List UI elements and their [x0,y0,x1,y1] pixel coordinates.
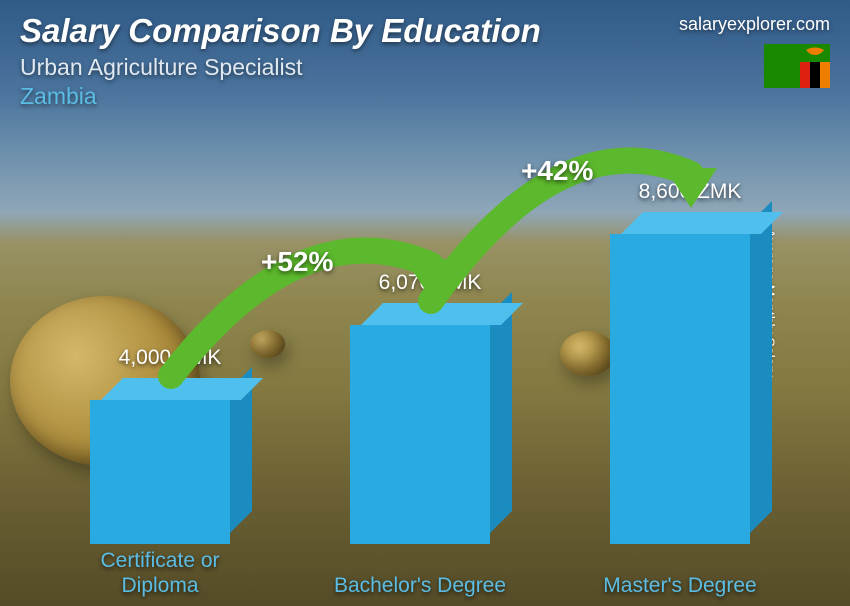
country-flag-icon [764,44,830,88]
increase-arc [0,140,850,606]
chart-country: Zambia [20,83,830,110]
increase-pct-label: +42% [521,155,593,187]
brand-label: salaryexplorer.com [679,14,830,35]
bar-chart: 4,000 ZMKCertificate or Diploma6,070 ZMK… [0,140,850,606]
chart-subtitle: Urban Agriculture Specialist [20,54,830,81]
